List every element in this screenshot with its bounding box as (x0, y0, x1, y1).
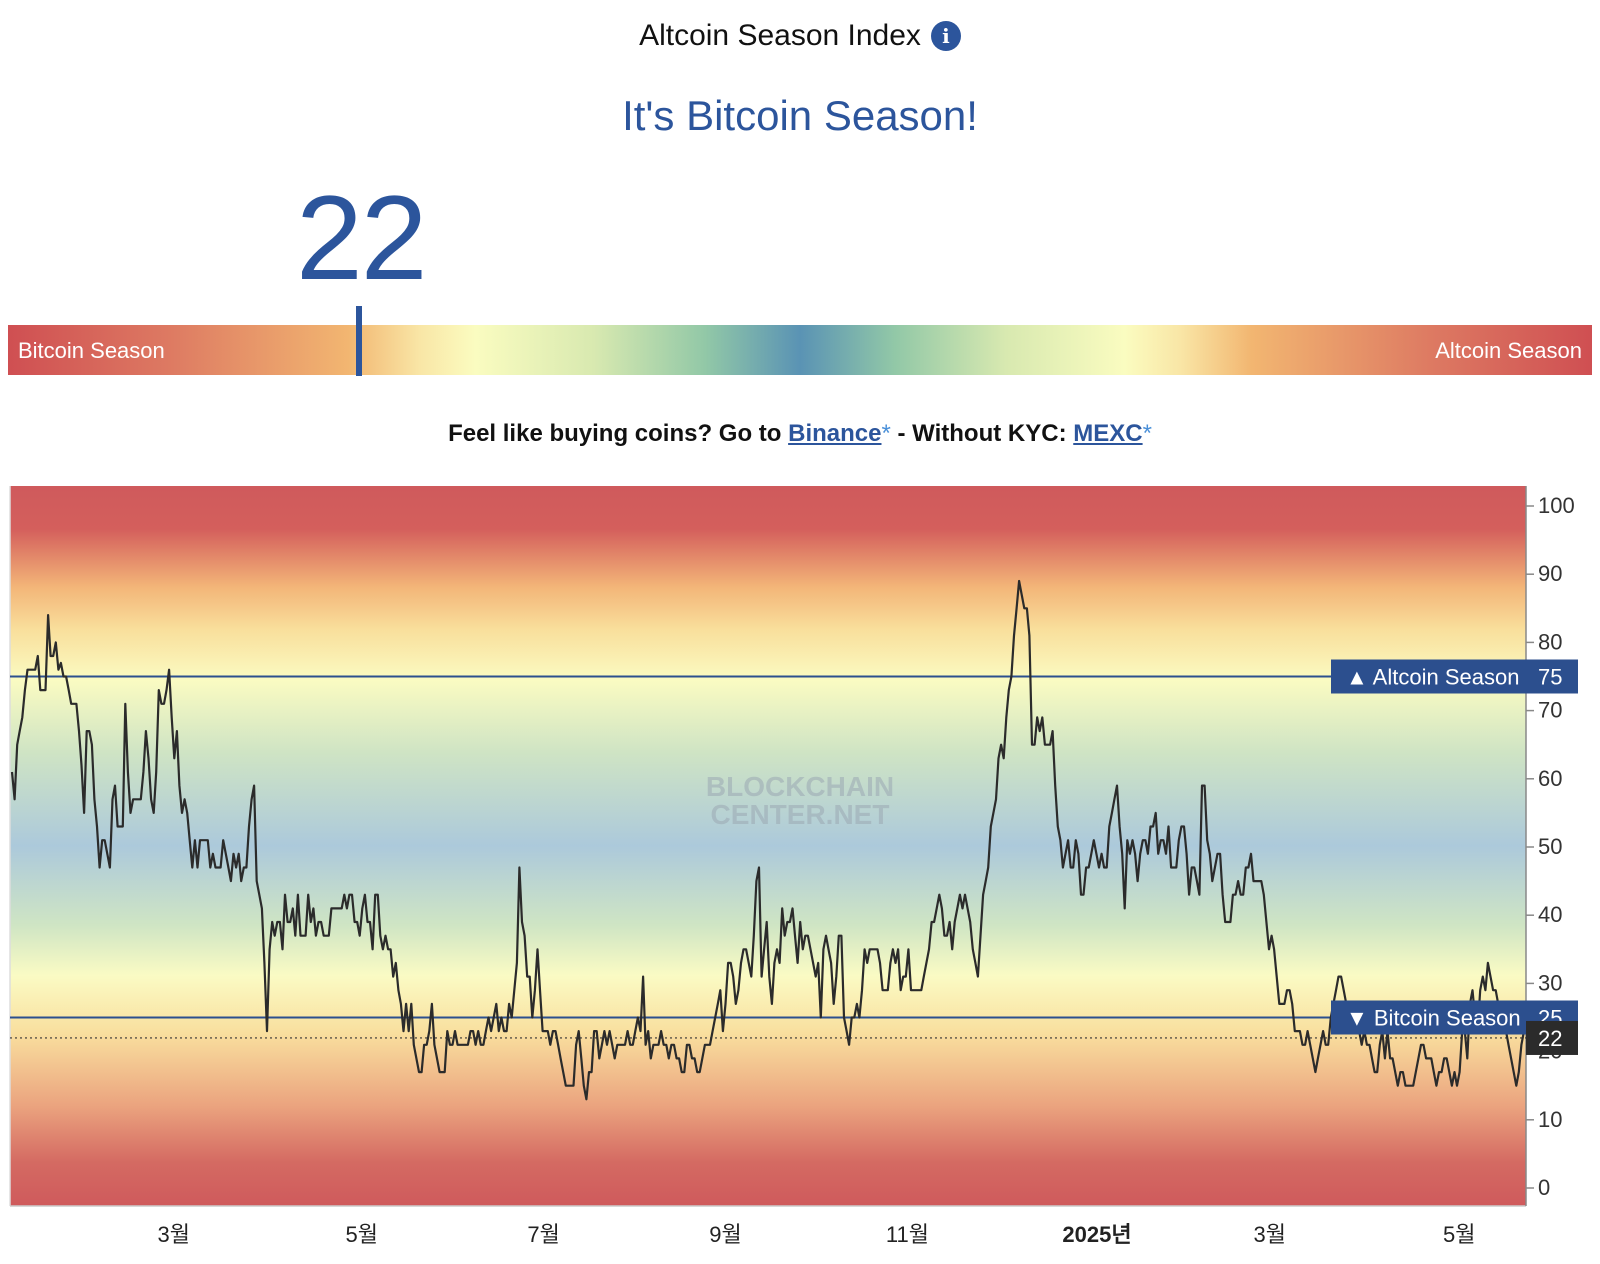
index-chart[interactable]: 01020304050607080901003월5월7월9월11월2025년3월… (0, 486, 1600, 1246)
x-tick-label: 3월 (157, 1222, 189, 1246)
x-tick-label: 5월 (1443, 1222, 1475, 1246)
threshold-label-box (1331, 1000, 1526, 1035)
index-value: 22 (296, 171, 427, 305)
binance-link[interactable]: Binance (788, 420, 882, 447)
y-tick-label: 40 (1538, 902, 1562, 927)
mexc-asterisk: * (1142, 420, 1152, 447)
promo-line: Feel like buying coins? Go to Binance* -… (0, 420, 1600, 448)
x-tick-label: 11월 (886, 1222, 929, 1246)
watermark-text: BLOCKCHAIN (706, 771, 894, 802)
threshold-value-box (1526, 659, 1578, 694)
x-tick-label: 3월 (1254, 1222, 1286, 1246)
x-tick-label: 5월 (345, 1222, 377, 1246)
info-icon[interactable]: i (930, 21, 961, 51)
season-gauge: Bitcoin Season Altcoin Season (8, 325, 1592, 375)
threshold-label-box (1331, 659, 1526, 694)
chart-background (10, 486, 1526, 1206)
y-tick-label: 100 (1538, 493, 1575, 518)
x-tick-label: 2025년 (1062, 1222, 1131, 1246)
promo-middle: - Without KYC: (897, 420, 1067, 447)
binance-asterisk: * (881, 420, 891, 447)
mexc-link[interactable]: MEXC (1073, 420, 1143, 447)
threshold-label: ▲ Altcoin Season (1346, 665, 1519, 690)
current-value-label: 22 (1538, 1026, 1562, 1051)
threshold-value-label: 75 (1538, 665, 1562, 690)
gauge-label-bitcoin: Bitcoin Season (18, 338, 165, 363)
y-tick-label: 10 (1538, 1107, 1562, 1132)
promo-prefix: Feel like buying coins? Go to (448, 420, 782, 447)
page-title: Altcoin Season Index (639, 19, 921, 52)
threshold-label: ▼ Bitcoin Season (1346, 1006, 1521, 1031)
gauge-marker (356, 306, 362, 376)
y-tick-label: 50 (1538, 834, 1562, 859)
x-tick-label: 7월 (527, 1222, 559, 1246)
y-tick-label: 0 (1538, 1175, 1550, 1200)
x-tick-label: 9월 (709, 1222, 741, 1246)
y-tick-label: 70 (1538, 698, 1562, 723)
y-tick-label: 30 (1538, 970, 1562, 995)
y-tick-label: 80 (1538, 629, 1562, 654)
index-series-line (10, 579, 1526, 1101)
current-value-box (1526, 1020, 1578, 1055)
watermark-text: CENTER.NET (711, 799, 890, 830)
gauge-label-altcoin: Altcoin Season (1435, 338, 1582, 363)
title-row: Altcoin Season Index i (0, 16, 1600, 56)
y-tick-label: 90 (1538, 561, 1562, 586)
season-status: It's Bitcoin Season! (622, 92, 978, 139)
y-tick-label: 60 (1538, 766, 1562, 791)
